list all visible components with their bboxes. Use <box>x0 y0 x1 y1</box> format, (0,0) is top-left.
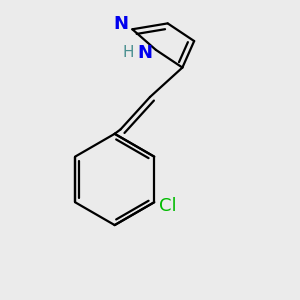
Text: N: N <box>137 44 152 62</box>
Text: N: N <box>114 15 129 33</box>
Text: H: H <box>122 45 134 60</box>
Text: Cl: Cl <box>159 197 177 215</box>
